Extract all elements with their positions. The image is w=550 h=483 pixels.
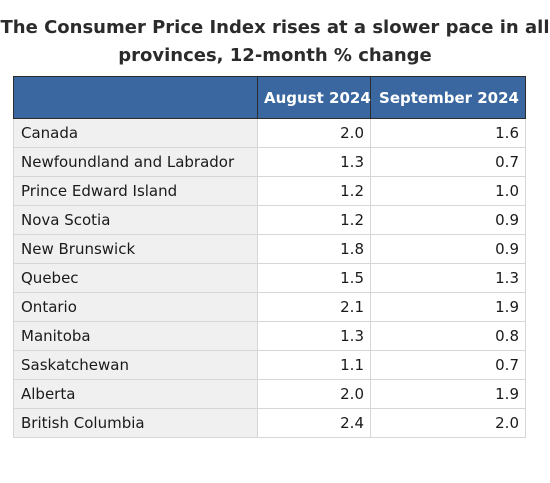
august-value: 1.2	[257, 205, 371, 235]
chart-title-line-2: provinces, 12-month % change	[118, 45, 432, 66]
table-row: New Brunswick 1.8 0.9	[13, 234, 526, 264]
header-august-2024: August 2024	[257, 76, 371, 119]
table-row: Manitoba 1.3 0.8	[13, 321, 526, 351]
table-row: British Columbia 2.4 2.0	[13, 408, 526, 438]
row-label: Manitoba	[13, 321, 258, 351]
row-label: Canada	[13, 118, 258, 148]
table-row: Nova Scotia 1.2 0.9	[13, 205, 526, 235]
august-value: 1.8	[257, 234, 371, 264]
august-value: 1.2	[257, 176, 371, 206]
header-province	[13, 76, 258, 119]
august-value: 1.3	[257, 321, 371, 351]
table-row: Alberta 2.0 1.9	[13, 379, 526, 409]
september-value: 1.0	[370, 176, 526, 206]
september-value: 1.6	[370, 118, 526, 148]
august-value: 1.5	[257, 263, 371, 293]
september-value: 0.7	[370, 147, 526, 177]
table-row: Newfoundland and Labrador 1.3 0.7	[13, 147, 526, 177]
september-value: 1.9	[370, 292, 526, 322]
september-value: 0.8	[370, 321, 526, 351]
row-label: Prince Edward Island	[13, 176, 258, 206]
row-label: Newfoundland and Labrador	[13, 147, 258, 177]
row-label: New Brunswick	[13, 234, 258, 264]
table-row: Canada 2.0 1.6	[13, 118, 526, 148]
september-value: 1.3	[370, 263, 526, 293]
row-label: Ontario	[13, 292, 258, 322]
chart-title: The Consumer Price Index rises at a slow…	[0, 14, 550, 70]
header-september-2024: September 2024	[370, 76, 526, 119]
row-label: British Columbia	[13, 408, 258, 438]
row-label: Alberta	[13, 379, 258, 409]
cpi-table: August 2024 September 2024 Canada 2.0 1.…	[13, 76, 526, 438]
august-value: 2.0	[257, 379, 371, 409]
table-row: Quebec 1.5 1.3	[13, 263, 526, 293]
row-label: Saskatchewan	[13, 350, 258, 380]
august-value: 2.1	[257, 292, 371, 322]
table-header-row: August 2024 September 2024	[13, 76, 526, 119]
september-value: 0.9	[370, 205, 526, 235]
table-row: Ontario 2.1 1.9	[13, 292, 526, 322]
chart-title-line-1: The Consumer Price Index rises at a slow…	[0, 17, 550, 38]
september-value: 0.7	[370, 350, 526, 380]
table-row: Prince Edward Island 1.2 1.0	[13, 176, 526, 206]
august-value: 1.3	[257, 147, 371, 177]
table-row: Saskatchewan 1.1 0.7	[13, 350, 526, 380]
row-label: Quebec	[13, 263, 258, 293]
august-value: 2.4	[257, 408, 371, 438]
september-value: 0.9	[370, 234, 526, 264]
september-value: 1.9	[370, 379, 526, 409]
august-value: 2.0	[257, 118, 371, 148]
row-label: Nova Scotia	[13, 205, 258, 235]
september-value: 2.0	[370, 408, 526, 438]
august-value: 1.1	[257, 350, 371, 380]
